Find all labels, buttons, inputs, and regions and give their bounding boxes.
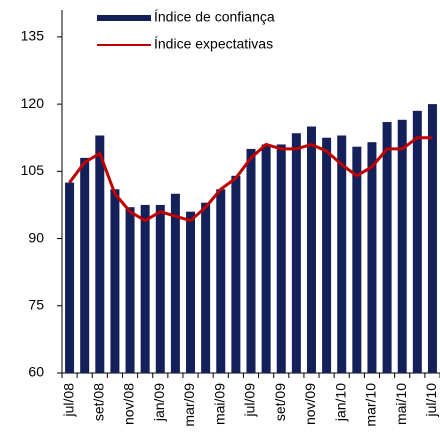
bar <box>246 148 256 373</box>
x-tick-label: set/08 <box>91 383 107 421</box>
x-tick-label: mar/10 <box>363 383 379 427</box>
bar <box>427 104 437 373</box>
y-tick-label: 120 <box>21 95 45 111</box>
y-tick-label: 135 <box>21 28 45 44</box>
x-tick-label: mai/09 <box>211 383 227 425</box>
y-tick-label: 60 <box>28 364 44 380</box>
x-tick-label: jul/08 <box>60 383 76 418</box>
x-tick-label: jan/09 <box>151 383 167 422</box>
line <box>68 136 433 223</box>
bar <box>65 182 75 373</box>
x-tick-label: jan/10 <box>332 383 348 422</box>
bar <box>95 135 105 373</box>
y-tick-label: 90 <box>28 229 44 245</box>
bar <box>276 144 286 373</box>
bar <box>186 211 196 373</box>
bar <box>170 193 180 373</box>
x-tick-label: mar/09 <box>181 383 197 427</box>
bar <box>80 157 90 373</box>
legend-label: Índice de confiança <box>154 9 275 25</box>
bar <box>322 137 332 373</box>
x-tick-label: set/09 <box>272 383 288 421</box>
x-tick-label: mai/10 <box>393 383 409 425</box>
bar <box>291 133 301 373</box>
bar <box>367 142 377 373</box>
bar <box>201 202 211 373</box>
bar <box>155 204 165 373</box>
bar <box>216 189 226 373</box>
bar <box>412 110 422 373</box>
bar <box>125 207 135 373</box>
bar <box>110 189 120 373</box>
bar <box>261 144 271 373</box>
bar <box>397 119 407 373</box>
bar <box>382 122 392 373</box>
y-tick-label: 75 <box>28 296 44 312</box>
bar <box>231 175 241 373</box>
x-tick-label: jul/10 <box>423 383 439 418</box>
x-tick-label: nov/09 <box>302 383 318 425</box>
legend-swatch <box>97 15 151 21</box>
bar <box>352 146 362 373</box>
legend-label: Índice expectativas <box>154 36 273 52</box>
y-tick-label: 105 <box>21 162 45 178</box>
x-tick-label: nov/08 <box>121 383 137 425</box>
bar <box>140 204 150 373</box>
x-tick-label: jul/09 <box>242 383 258 418</box>
bar <box>306 126 316 373</box>
bar <box>337 135 347 373</box>
